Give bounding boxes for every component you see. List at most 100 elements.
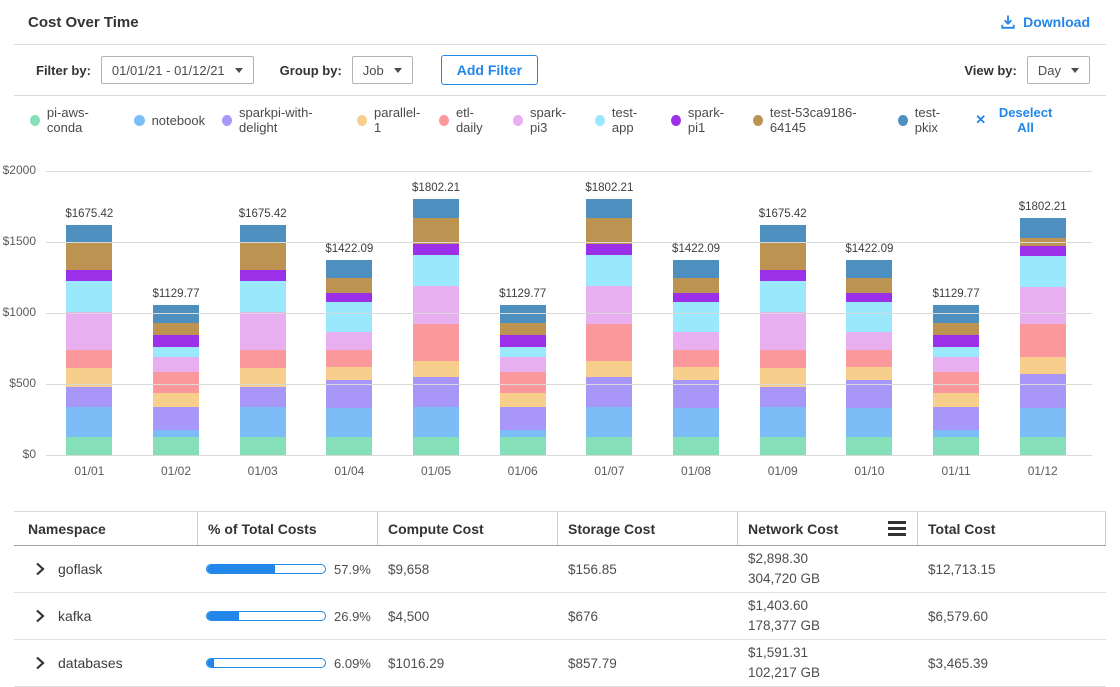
bar-segment-test-53ca9186-64145[interactable] (933, 323, 979, 335)
bar-segment-sparkpi-with-delight[interactable] (760, 387, 806, 407)
bar-segment-notebook[interactable] (933, 430, 979, 437)
bar-segment-test-app[interactable] (66, 281, 112, 312)
bar-segment-spark-pi1[interactable] (1020, 246, 1066, 256)
bar-segment-spark-pi1[interactable] (933, 335, 979, 347)
bar-segment-etl-daily[interactable] (153, 372, 199, 394)
legend-item-etl-daily[interactable]: etl-daily (439, 105, 496, 135)
bar-segment-spark-pi1[interactable] (240, 270, 286, 281)
legend-item-pi-aws-conda[interactable]: pi-aws-conda (30, 105, 117, 135)
column-menu-icon[interactable] (886, 519, 908, 538)
bar-segment-test-53ca9186-64145[interactable] (846, 278, 892, 294)
bar-segment-spark-pi1[interactable] (413, 244, 459, 256)
bar-segment-test-pkix[interactable] (1020, 218, 1066, 238)
download-button[interactable]: Download (1000, 14, 1090, 30)
legend-item-spark-pi3[interactable]: spark-pi3 (513, 105, 578, 135)
bar-segment-etl-daily[interactable] (933, 372, 979, 394)
bar-segment-test-pkix[interactable] (586, 199, 632, 218)
bar-segment-pi-aws-conda[interactable] (153, 437, 199, 455)
stacked-bar[interactable]: $1422.09 (326, 260, 372, 455)
bar-segment-etl-daily[interactable] (1020, 324, 1066, 357)
bar-segment-parallel-1[interactable] (673, 367, 719, 380)
bar-segment-pi-aws-conda[interactable] (1020, 437, 1066, 455)
bar-segment-test-app[interactable] (413, 255, 459, 286)
bar-segment-test-53ca9186-64145[interactable] (153, 323, 199, 335)
bar-segment-test-app[interactable] (933, 347, 979, 357)
bar-segment-spark-pi1[interactable] (66, 270, 112, 281)
bar-segment-spark-pi3[interactable] (240, 312, 286, 350)
bar-segment-spark-pi3[interactable] (1020, 287, 1066, 324)
legend-item-spark-pi1[interactable]: spark-pi1 (671, 105, 736, 135)
bar-segment-etl-daily[interactable] (66, 350, 112, 368)
bar-segment-spark-pi1[interactable] (586, 244, 632, 256)
stacked-bar[interactable]: $1422.09 (846, 260, 892, 455)
bar-segment-spark-pi1[interactable] (326, 293, 372, 301)
bar-segment-etl-daily[interactable] (846, 350, 892, 367)
bar-segment-test-53ca9186-64145[interactable] (760, 242, 806, 270)
bar-segment-pi-aws-conda[interactable] (846, 437, 892, 455)
bar-segment-test-pkix[interactable] (413, 199, 459, 218)
bar-segment-test-53ca9186-64145[interactable] (413, 218, 459, 244)
bar-segment-pi-aws-conda[interactable] (66, 437, 112, 455)
bar-segment-spark-pi3[interactable] (500, 357, 546, 372)
stacked-bar[interactable]: $1675.42 (66, 225, 112, 455)
bar-segment-sparkpi-with-delight[interactable] (153, 407, 199, 430)
stacked-bar[interactable]: $1802.21 (1020, 218, 1066, 455)
bar-segment-sparkpi-with-delight[interactable] (1020, 374, 1066, 409)
legend-item-test-53ca9186-64145[interactable]: test-53ca9186-64145 (753, 105, 881, 135)
bar-segment-spark-pi1[interactable] (500, 335, 546, 347)
bar-segment-pi-aws-conda[interactable] (673, 437, 719, 455)
bar-segment-spark-pi3[interactable] (933, 357, 979, 372)
stacked-bar[interactable]: $1129.77 (500, 305, 546, 455)
bar-segment-spark-pi1[interactable] (673, 293, 719, 301)
view-by-select[interactable]: Day (1027, 56, 1090, 84)
bar-segment-pi-aws-conda[interactable] (933, 437, 979, 455)
bar-segment-notebook[interactable] (66, 407, 112, 437)
bar-segment-etl-daily[interactable] (413, 324, 459, 361)
legend-item-sparkpi-with-delight[interactable]: sparkpi-with-delight (222, 105, 340, 135)
bar-segment-spark-pi1[interactable] (846, 293, 892, 301)
bar-segment-sparkpi-with-delight[interactable] (240, 387, 286, 407)
bar-segment-test-app[interactable] (586, 255, 632, 286)
stacked-bar[interactable]: $1129.77 (933, 305, 979, 455)
bar-segment-spark-pi3[interactable] (760, 312, 806, 350)
bar-segment-test-53ca9186-64145[interactable] (326, 278, 372, 294)
bar-segment-spark-pi3[interactable] (66, 312, 112, 350)
bar-segment-spark-pi1[interactable] (153, 335, 199, 347)
bar-segment-notebook[interactable] (760, 407, 806, 437)
bar-segment-parallel-1[interactable] (153, 393, 199, 406)
bar-segment-spark-pi3[interactable] (846, 332, 892, 350)
legend-item-notebook[interactable]: notebook (134, 113, 206, 128)
bar-segment-parallel-1[interactable] (933, 393, 979, 406)
bar-segment-etl-daily[interactable] (500, 372, 546, 394)
add-filter-button[interactable]: Add Filter (441, 55, 538, 85)
bar-segment-test-53ca9186-64145[interactable] (500, 323, 546, 335)
bar-segment-test-pkix[interactable] (933, 305, 979, 323)
bar-segment-test-app[interactable] (846, 302, 892, 333)
bar-segment-parallel-1[interactable] (500, 393, 546, 406)
bar-segment-notebook[interactable] (586, 407, 632, 436)
bar-segment-notebook[interactable] (846, 408, 892, 436)
group-by-select[interactable]: Job (352, 56, 413, 84)
bar-segment-parallel-1[interactable] (326, 367, 372, 380)
bar-segment-test-53ca9186-64145[interactable] (240, 242, 286, 270)
bar-segment-notebook[interactable] (240, 407, 286, 437)
row-expand-chevron-icon[interactable] (33, 560, 47, 578)
date-range-select[interactable]: 01/01/21 - 01/12/21 (101, 56, 254, 84)
bar-segment-test-53ca9186-64145[interactable] (66, 242, 112, 270)
bar-segment-test-pkix[interactable] (846, 260, 892, 278)
bar-segment-parallel-1[interactable] (1020, 357, 1066, 374)
bar-segment-pi-aws-conda[interactable] (326, 437, 372, 455)
bar-segment-test-app[interactable] (1020, 256, 1066, 287)
bar-segment-pi-aws-conda[interactable] (586, 437, 632, 455)
bar-segment-test-53ca9186-64145[interactable] (673, 278, 719, 294)
bar-segment-spark-pi3[interactable] (586, 286, 632, 323)
bar-segment-notebook[interactable] (673, 408, 719, 436)
bar-segment-sparkpi-with-delight[interactable] (66, 387, 112, 407)
bar-segment-test-app[interactable] (673, 302, 719, 333)
bar-segment-etl-daily[interactable] (240, 350, 286, 368)
bar-segment-pi-aws-conda[interactable] (413, 437, 459, 455)
bar-segment-test-app[interactable] (153, 347, 199, 357)
legend-item-parallel-1[interactable]: parallel-1 (357, 105, 422, 135)
bar-segment-test-app[interactable] (240, 281, 286, 312)
bar-segment-sparkpi-with-delight[interactable] (586, 377, 632, 408)
